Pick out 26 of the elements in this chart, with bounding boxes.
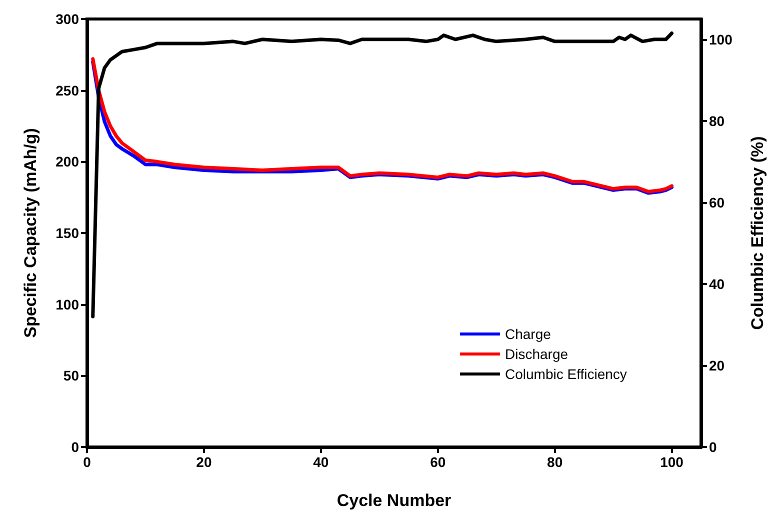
y2-tick-label: 40 bbox=[709, 276, 725, 292]
legend-label: Discharge bbox=[505, 346, 568, 362]
y-tick-label: 200 bbox=[56, 154, 80, 170]
y2-tick-label: 80 bbox=[709, 112, 725, 129]
line-series bbox=[91, 32, 674, 318]
x-axis-title: Cycle Number bbox=[336, 491, 452, 510]
x-tick-label: 40 bbox=[313, 454, 329, 470]
y-tick-label: 150 bbox=[56, 225, 80, 241]
y-tick-label: 0 bbox=[71, 439, 80, 455]
y-tick-label: 300 bbox=[56, 11, 80, 27]
x-tick-label: 20 bbox=[196, 454, 212, 470]
y2-tick-label: 0 bbox=[709, 439, 717, 455]
x-tick-label: 100 bbox=[660, 454, 684, 470]
y2-tick-label: 100 bbox=[709, 31, 733, 48]
legend-label: Charge bbox=[505, 326, 552, 342]
y-tick-label: 100 bbox=[56, 296, 80, 312]
y2-tick-label: 20 bbox=[709, 357, 725, 374]
y-tick-label: 250 bbox=[56, 82, 80, 98]
y2-axis-title: Columbic Efficiency (%) bbox=[748, 136, 767, 330]
x-tick-label: 80 bbox=[547, 454, 563, 470]
x-tick-label: 60 bbox=[430, 454, 446, 470]
y-tick-label: 50 bbox=[63, 368, 80, 384]
y2-tick-label: 60 bbox=[709, 194, 725, 210]
legend-label: Columbic Efficiency bbox=[505, 366, 627, 382]
x-tick-label: 0 bbox=[83, 454, 92, 470]
y-axis-title: Specific Capacity (mAh/g) bbox=[21, 128, 40, 338]
